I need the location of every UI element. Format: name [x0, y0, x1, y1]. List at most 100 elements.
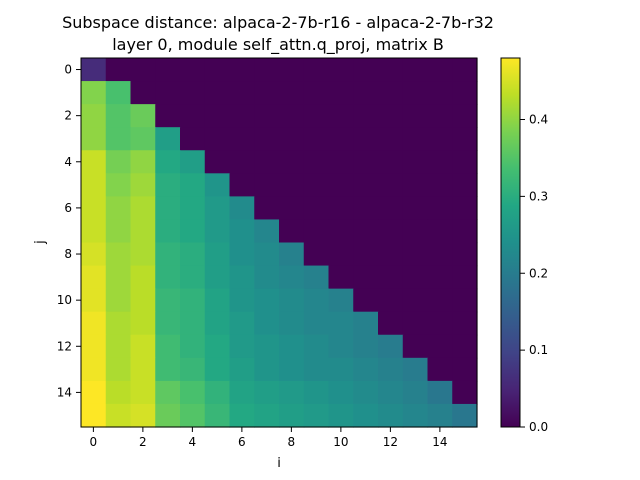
heatmap-cell: [328, 334, 354, 359]
colorbar-tick-label: 0.4: [529, 113, 548, 127]
heatmap-cell: [204, 242, 231, 267]
heatmap-cell: [180, 219, 206, 244]
heatmap-cell: [279, 311, 305, 336]
heatmap-cell: [279, 380, 305, 405]
y-tick-label: 10: [57, 293, 72, 307]
heatmap-cell: [279, 127, 305, 151]
x-tick-label: 14: [432, 435, 447, 449]
heatmap-cell: [229, 311, 255, 336]
heatmap-cell: [204, 150, 231, 174]
x-tick-label: 4: [189, 435, 197, 449]
colorbar-tick-label: 0.3: [529, 189, 548, 203]
heatmap-cell: [130, 219, 156, 244]
y-axis-ticks: 0 2 4 6 8 10 12 14: [57, 63, 81, 399]
heatmap-cell: [279, 265, 305, 290]
heatmap-cell: [452, 150, 478, 174]
heatmap-cell: [402, 173, 429, 197]
heatmap-cell: [81, 219, 107, 244]
heatmap-cell: [353, 334, 379, 359]
heatmap-cell: [229, 357, 255, 382]
heatmap-cell: [180, 334, 206, 359]
heatmap-cell: [427, 357, 453, 382]
heatmap-cell: [427, 150, 453, 174]
heatmap-cell: [452, 380, 478, 405]
heatmap-cell: [279, 150, 305, 174]
heatmap-cell: [155, 311, 181, 336]
heatmap-cell: [328, 196, 354, 221]
heatmap-cell: [81, 334, 107, 359]
heatmap-cell: [180, 288, 206, 313]
heatmap-cell: [180, 357, 206, 382]
heatmap-cell: [81, 357, 107, 382]
heatmap-cell: [303, 173, 330, 197]
heatmap-cell: [81, 242, 107, 267]
heatmap-cell: [378, 150, 404, 174]
heatmap-cell: [229, 334, 255, 359]
heatmap-cell: [402, 311, 429, 336]
heatmap-cell: [328, 380, 354, 405]
heatmap-cell: [155, 334, 181, 359]
heatmap-cell: [130, 242, 156, 267]
heatmap-cell: [105, 150, 132, 174]
heatmap-cell: [155, 403, 181, 428]
heatmap-cell: [229, 127, 255, 151]
heatmap-cell: [254, 334, 280, 359]
heatmap-cell: [105, 219, 132, 244]
heatmap-cell: [130, 288, 156, 313]
heatmap-cell: [452, 403, 478, 428]
heatmap-cell: [105, 242, 132, 267]
heatmap-cell: [180, 173, 206, 197]
heatmap-cell: [254, 403, 280, 428]
heatmap-cell: [452, 242, 478, 267]
heatmap-cell: [229, 265, 255, 290]
heatmap-cell: [155, 357, 181, 382]
heatmap-cell: [353, 81, 379, 105]
heatmap-cell: [130, 380, 156, 405]
heatmap-cell: [303, 288, 330, 313]
heatmap-cell: [254, 58, 280, 82]
heatmap-cell: [204, 311, 231, 336]
heatmap-cell: [328, 242, 354, 267]
heatmap-cell: [353, 150, 379, 174]
heatmap-cell: [105, 104, 132, 128]
heatmap-cell: [279, 334, 305, 359]
heatmap-cell: [229, 242, 255, 267]
heatmap-cell: [328, 288, 354, 313]
heatmap-cell: [279, 81, 305, 105]
heatmap-cell: [353, 380, 379, 405]
heatmap-cell: [105, 58, 132, 82]
heatmap-cell: [303, 58, 330, 82]
heatmap-cell: [204, 104, 231, 128]
heatmap-cell: [303, 196, 330, 221]
heatmap-cell: [378, 380, 404, 405]
y-tick-label: 2: [64, 109, 72, 123]
heatmap-cell: [427, 334, 453, 359]
heatmap-cell: [402, 357, 429, 382]
heatmap-cell: [452, 173, 478, 197]
heatmap-cell: [229, 81, 255, 105]
heatmap-cell: [402, 242, 429, 267]
heatmap-cell: [130, 196, 156, 221]
heatmap-cell: [378, 127, 404, 151]
heatmap-cell: [328, 81, 354, 105]
heatmap-cell: [155, 104, 181, 128]
y-tick-label: 14: [57, 385, 72, 399]
heatmap-cell: [229, 196, 255, 221]
heatmap-cell: [452, 265, 478, 290]
heatmap-cell: [303, 104, 330, 128]
heatmap-cell: [303, 127, 330, 151]
heatmap-cell: [204, 265, 231, 290]
heatmap-cell: [229, 104, 255, 128]
heatmap-cell: [378, 219, 404, 244]
heatmap-cell: [130, 357, 156, 382]
heatmap-cell: [452, 357, 478, 382]
heatmap-cell: [279, 288, 305, 313]
heatmap-cell: [180, 242, 206, 267]
x-tick-label: 0: [90, 435, 98, 449]
heatmap-cell: [353, 58, 379, 82]
heatmap-cell: [402, 219, 429, 244]
heatmap-cell: [254, 127, 280, 151]
heatmap-cell: [81, 81, 107, 105]
heatmap-cell: [254, 265, 280, 290]
heatmap-cell: [180, 81, 206, 105]
